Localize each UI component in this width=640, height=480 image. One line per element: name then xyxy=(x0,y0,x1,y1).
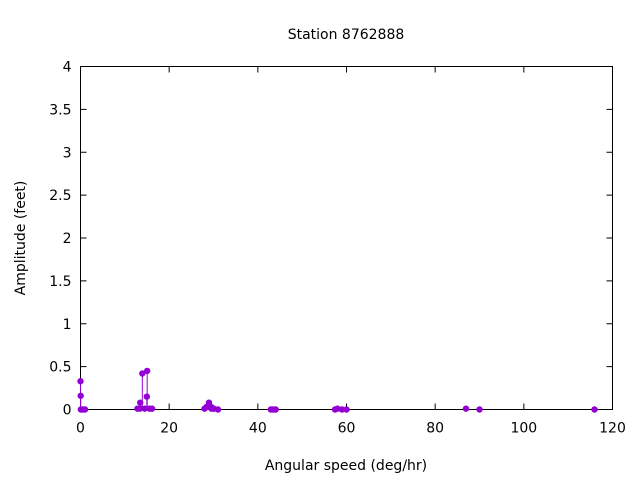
data-point xyxy=(214,406,222,413)
x-tick-label: 20 xyxy=(160,421,178,437)
x-tick-label: 0 xyxy=(76,421,85,437)
data-point xyxy=(77,378,84,385)
x-tick-label: 120 xyxy=(599,421,626,437)
data-point xyxy=(272,406,279,413)
data-point xyxy=(81,406,89,413)
x-tick-label: 40 xyxy=(249,421,267,437)
x-tick-label: 80 xyxy=(426,421,444,437)
plot-frame xyxy=(80,66,613,410)
data-point xyxy=(338,406,346,413)
y-axis-label: Amplitude (feet) xyxy=(13,181,29,296)
y-tick-label: 2 xyxy=(63,231,72,247)
y-tick-label: 0.5 xyxy=(49,360,71,376)
y-tick-label: 2.5 xyxy=(49,188,71,204)
x-axis: 0 20 40 60 80 100 120 xyxy=(76,66,626,437)
x-axis-label: Angular speed (deg/hr) xyxy=(265,458,427,474)
data-point xyxy=(148,405,156,412)
chart-title: Station 8762888 xyxy=(288,27,405,43)
y-tick-label: 3.5 xyxy=(49,102,71,118)
data-point xyxy=(139,370,146,377)
data-point xyxy=(462,405,470,412)
y-tick-label: 4 xyxy=(63,60,72,76)
x-tick-label: 60 xyxy=(338,421,356,437)
data-point xyxy=(77,392,84,399)
y-axis: 0 0.5 1 1.5 2 2.5 3 3.5 4 xyxy=(49,60,613,419)
data-point xyxy=(476,406,483,413)
data-series xyxy=(77,367,598,413)
data-point xyxy=(143,367,151,375)
y-tick-label: 1 xyxy=(63,317,72,333)
y-tick-label: 1.5 xyxy=(49,274,71,290)
data-point xyxy=(343,406,350,413)
y-tick-label: 0 xyxy=(63,403,72,419)
y-tick-label: 3 xyxy=(63,145,72,161)
data-point xyxy=(591,406,598,413)
x-tick-label: 100 xyxy=(510,421,537,437)
